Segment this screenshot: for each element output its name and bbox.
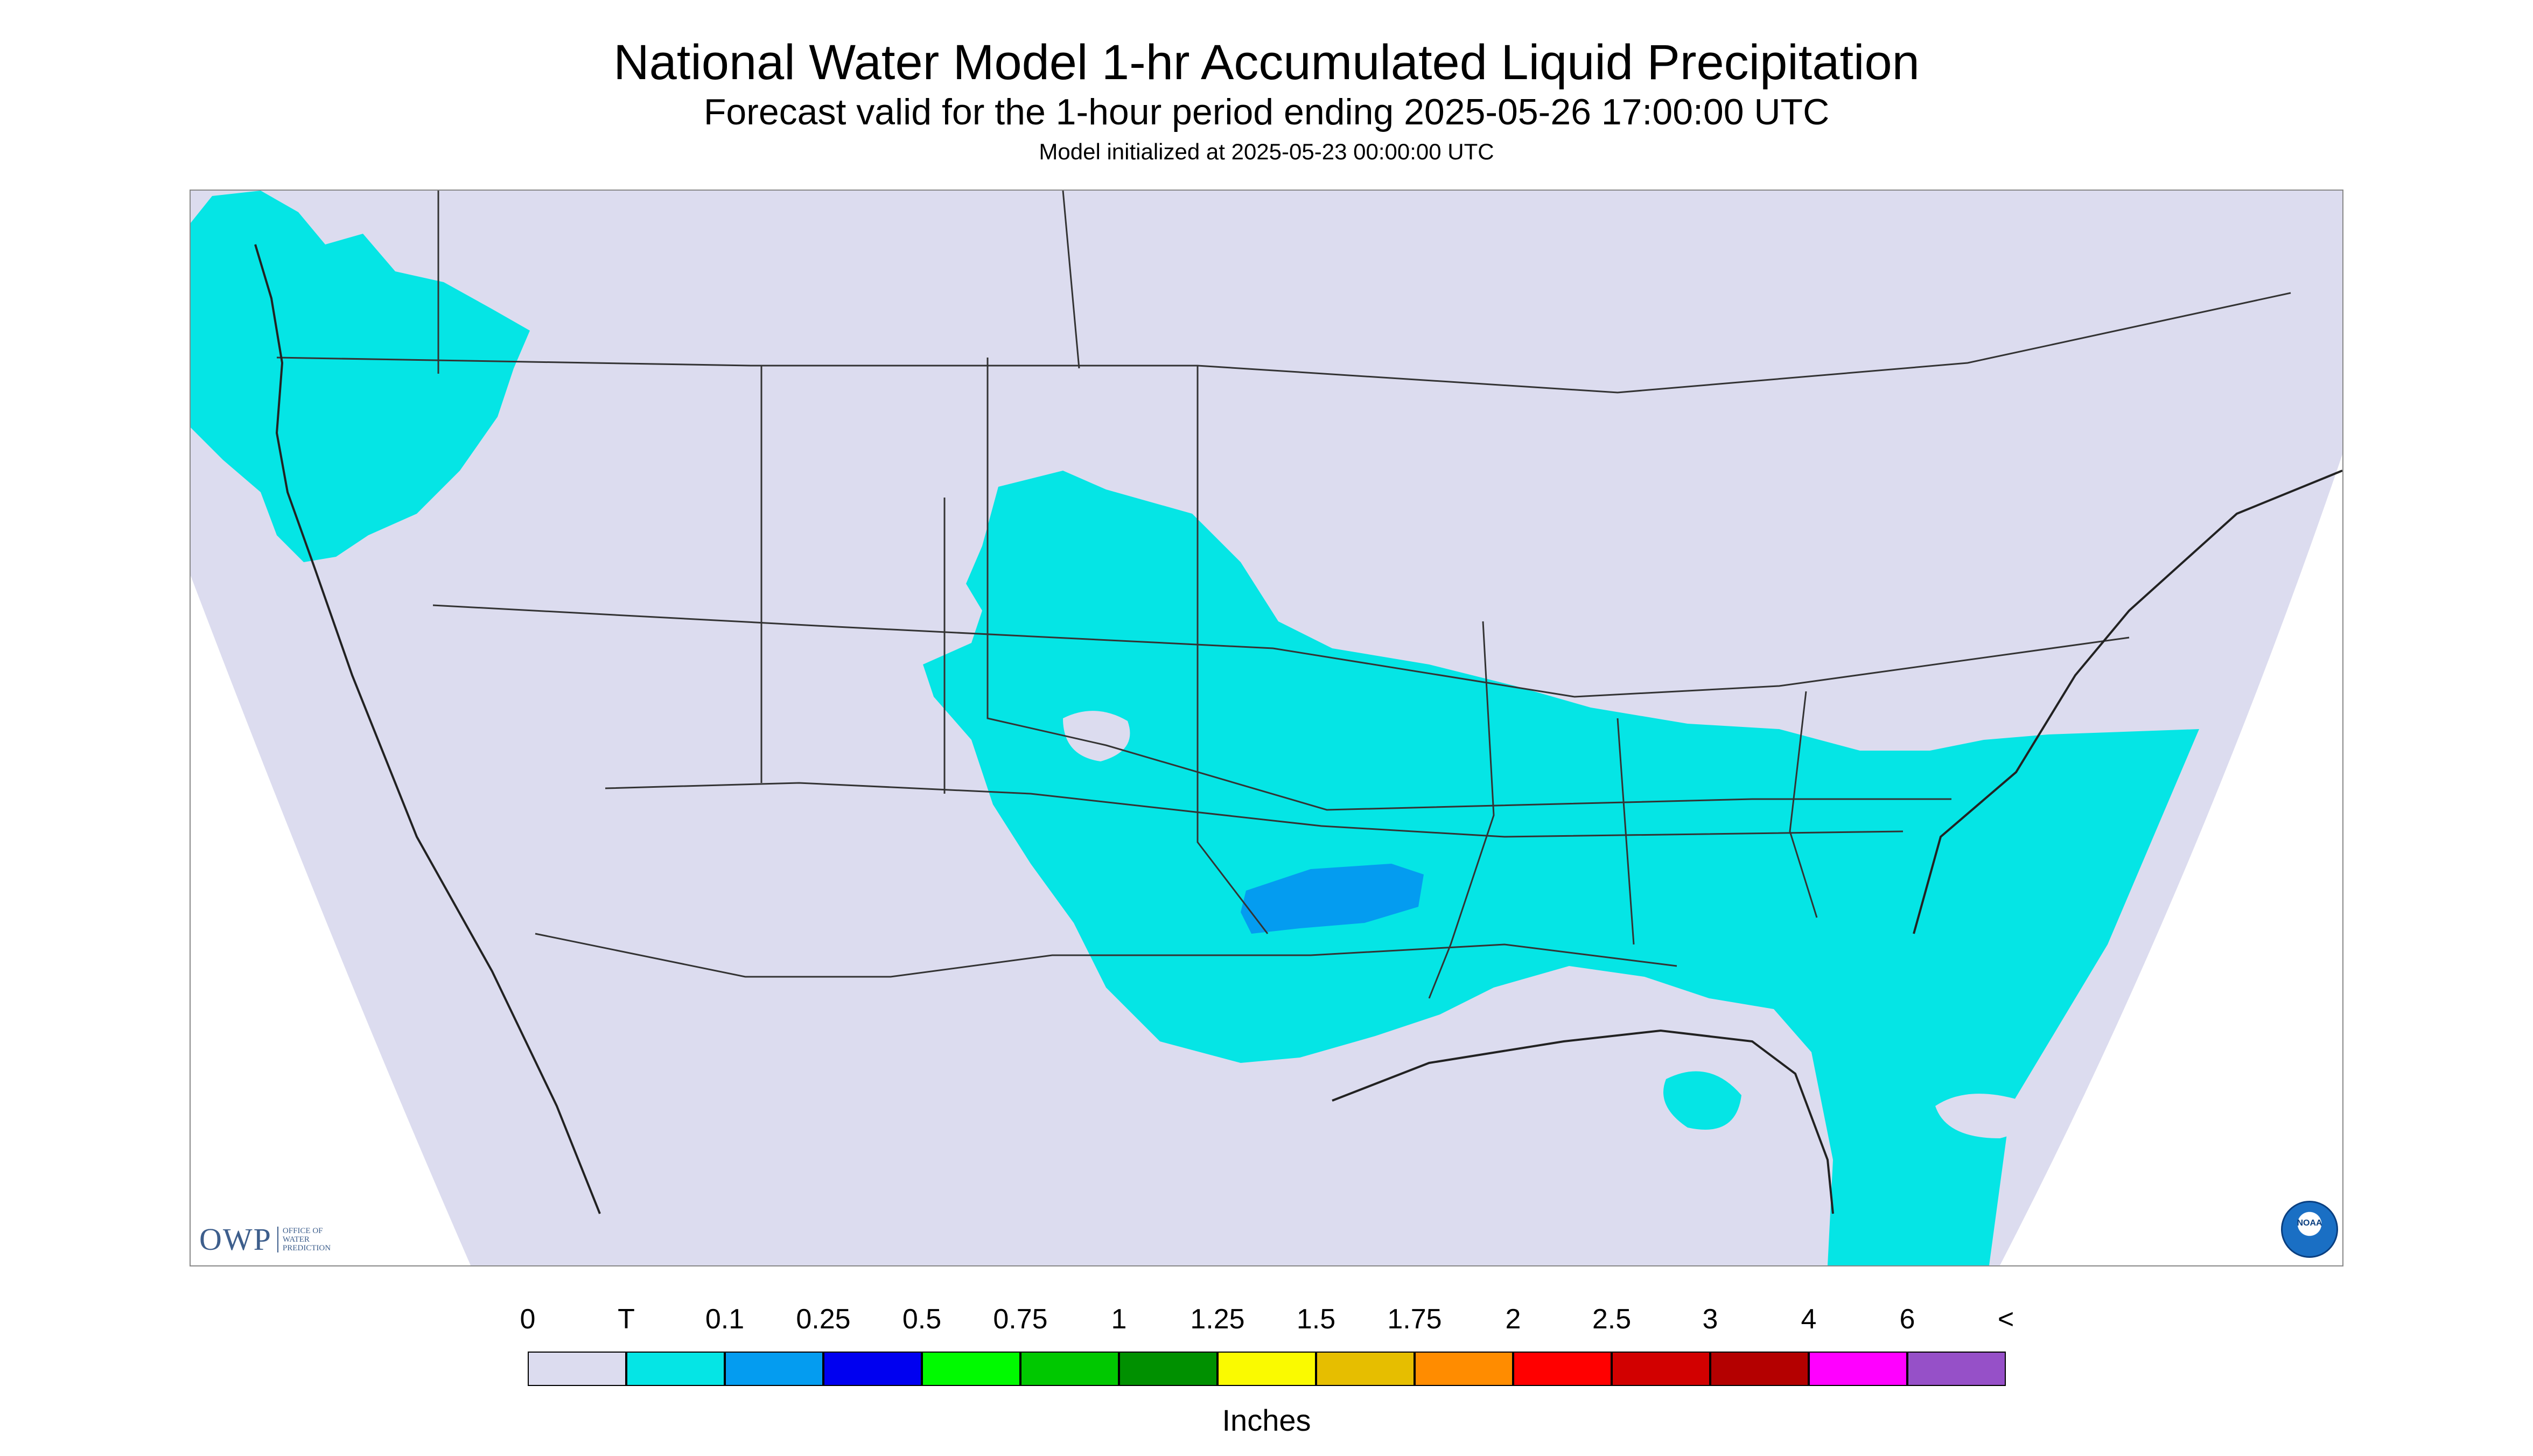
precip-area-pacific-northwest — [191, 191, 530, 562]
precip-area-oklahoma-band — [1241, 864, 1424, 934]
legend-label: 2 — [1505, 1304, 1521, 1335]
legend-swatch — [528, 1352, 626, 1386]
owp-name-line-3: PREDICTION — [282, 1243, 331, 1252]
owp-logo-letters: OWP — [199, 1222, 272, 1257]
legend-label: 0.1 — [705, 1304, 745, 1335]
model-init-text: Model initialized at 2025-05-23 00:00:00… — [1039, 139, 1494, 164]
legend-swatch — [1612, 1352, 1710, 1386]
legend-swatch — [823, 1352, 922, 1386]
map-title: National Water Model 1-hr Accumulated Li… — [613, 35, 1920, 90]
outside-domain-right — [2000, 454, 2342, 1265]
legend-label: T — [618, 1304, 635, 1335]
owp-logo: OWP OFFICE OF WATER PREDICTION — [199, 1221, 331, 1257]
legend-swatch — [1710, 1352, 1809, 1386]
legend-units: Inches — [1222, 1403, 1311, 1437]
owp-logo-name: OFFICE OF WATER PREDICTION — [277, 1226, 331, 1252]
legend-swatch — [1217, 1352, 1316, 1386]
legend-label: 0.25 — [796, 1304, 851, 1335]
precip-cell-gulf — [1663, 1071, 1741, 1130]
legend-label: 1.25 — [1190, 1304, 1245, 1335]
legend-swatch — [626, 1352, 725, 1386]
legend-swatch — [1119, 1352, 1217, 1386]
legend-swatch — [1316, 1352, 1415, 1386]
dry-gap-kansas — [1063, 711, 1130, 761]
legend-label: 1.5 — [1296, 1304, 1336, 1335]
owp-name-line-1: OFFICE OF — [282, 1226, 323, 1235]
legend-swatch — [1513, 1352, 1612, 1386]
map-canvas — [191, 191, 2342, 1265]
legend-label: 0 — [520, 1304, 536, 1335]
legend-swatch — [1907, 1352, 2006, 1386]
precipitation-map[interactable] — [190, 190, 2343, 1266]
legend-swatch — [922, 1352, 1020, 1386]
legend-label: 3 — [1702, 1304, 1718, 1335]
legend-swatch — [1415, 1352, 1513, 1386]
legend-label: 4 — [1801, 1304, 1817, 1335]
outside-domain-left — [191, 576, 471, 1265]
legend-swatch — [1809, 1352, 1907, 1386]
noaa-logo-letters: NOAA — [2297, 1219, 2322, 1228]
map-subtitle: Forecast valid for the 1-hour period end… — [703, 92, 1830, 132]
owp-name-line-2: WATER — [282, 1235, 310, 1244]
legend-label: 1.75 — [1387, 1304, 1442, 1335]
noaa-logo: NOAA — [2281, 1201, 2338, 1258]
legend-label: 0.75 — [993, 1304, 1048, 1335]
legend-swatch — [725, 1352, 823, 1386]
state-boundaries — [276, 191, 2291, 999]
legend-label: 1 — [1111, 1304, 1127, 1335]
dry-gap-atlantic — [1935, 1094, 2029, 1138]
legend-label: 6 — [1899, 1304, 1915, 1335]
precip-area-central-us — [923, 471, 2199, 1265]
legend-label: < — [1997, 1304, 2014, 1335]
legend-label: 2.5 — [1592, 1304, 1632, 1335]
legend-swatch — [1020, 1352, 1119, 1386]
coastlines — [254, 244, 2342, 1214]
legend-label: 0.5 — [902, 1304, 942, 1335]
